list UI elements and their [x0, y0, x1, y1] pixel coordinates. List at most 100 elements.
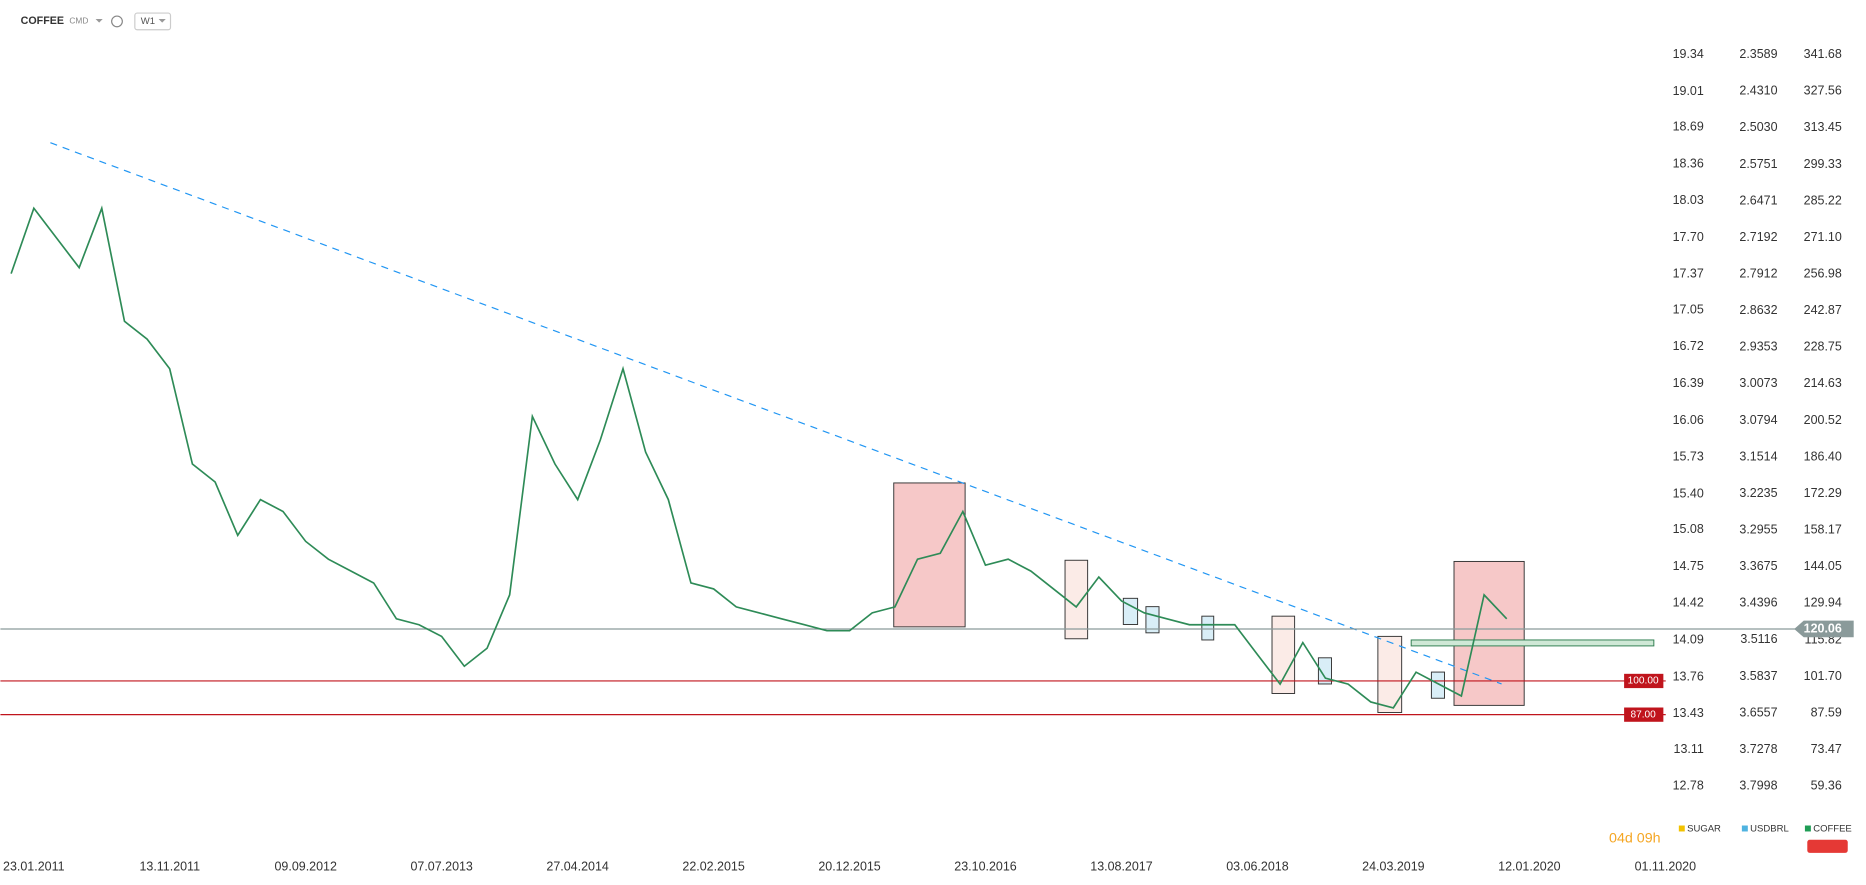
y-tick-label: 17.37 [1673, 267, 1704, 281]
y-tick-label: 3.5837 [1739, 669, 1777, 683]
y-tick-label: 15.73 [1673, 450, 1704, 464]
price-tag [1624, 707, 1664, 722]
y-tick-label: 101.70 [1804, 669, 1842, 683]
y-tick-label: 214.63 [1804, 376, 1842, 390]
y-tick-label: 59.36 [1811, 779, 1842, 793]
y-tick-label: 15.08 [1673, 522, 1704, 536]
y-tick-label: 172.29 [1804, 486, 1842, 500]
y-tick-label: 12.78 [1673, 779, 1704, 793]
y-tick-label: 3.2955 [1739, 523, 1777, 537]
y-tick-label: 87.59 [1811, 705, 1842, 719]
price-tag-label: 120.06 [1804, 621, 1842, 635]
y-tick-label: 14.42 [1673, 596, 1704, 610]
y-tick-label: 313.45 [1804, 120, 1842, 134]
y-tick-label: 327.56 [1804, 84, 1842, 98]
y-tick-label: 3.0073 [1739, 376, 1777, 390]
y-tick-label: 271.10 [1804, 230, 1842, 244]
legend-label: COFFEE [1813, 824, 1852, 835]
legend-toggle[interactable] [1807, 839, 1848, 853]
y-tick-label: 14.75 [1673, 559, 1704, 573]
y-tick-label: 15.40 [1673, 486, 1704, 500]
legend-label: SUGAR [1687, 824, 1721, 835]
y-tick-label: 16.39 [1673, 376, 1704, 390]
price-tag [1794, 620, 1854, 638]
y-tick-label: 19.01 [1673, 84, 1704, 98]
price-tag [1624, 673, 1664, 689]
drawings [50, 142, 1655, 713]
y-tick-label: 3.2235 [1739, 486, 1777, 500]
y-tick-label: 2.5751 [1739, 157, 1777, 171]
x-tick-label: 01.11.2020 [1635, 859, 1697, 873]
dropdown-icon[interactable] [95, 19, 103, 23]
y-tick-label: 3.3675 [1739, 559, 1777, 573]
legend-toggle[interactable] [1681, 839, 1722, 853]
interval-button[interactable] [134, 12, 172, 31]
y-tick-label: 186.40 [1804, 449, 1842, 463]
highlight-box [1201, 615, 1215, 641]
y-tick-label: 3.4396 [1739, 596, 1777, 610]
highlight-box [1122, 597, 1139, 625]
y-tick-label: 200.52 [1804, 413, 1842, 427]
x-tick-label: 03.06.2018 [1226, 859, 1288, 873]
y-tick-label: 3.6557 [1739, 705, 1777, 719]
y-tick-label: 242.87 [1804, 303, 1842, 317]
price-line-series [10, 205, 1508, 709]
y-tick-label: 2.9353 [1739, 340, 1777, 354]
y-tick-label: 3.5116 [1740, 632, 1777, 646]
dropdown-icon [158, 19, 166, 23]
x-tick-label: 20.12.2015 [818, 859, 880, 873]
x-tick-label: 23.01.2011 [3, 859, 65, 873]
highlight-box [1410, 639, 1655, 647]
y-tick-label: 14.09 [1673, 632, 1704, 646]
x-tick-label: 23.10.2016 [954, 859, 1016, 873]
y-tick-label: 3.7998 [1739, 779, 1777, 793]
y-tick-label: 2.7192 [1739, 230, 1777, 244]
highlight-box [1064, 559, 1089, 640]
y-tick-label: 18.69 [1673, 120, 1704, 134]
highlight-box [1377, 635, 1403, 713]
x-tick-label: 22.02.2015 [682, 859, 744, 873]
y-tick-label: 129.94 [1804, 596, 1842, 610]
y-tick-label: 17.70 [1673, 230, 1704, 244]
symbol[interactable]: COFFEE [21, 15, 64, 27]
x-tick-label: 13.08.2017 [1090, 859, 1152, 873]
price-tag-label: 87.00 [1630, 709, 1656, 720]
countdown: 04d 09h [1609, 830, 1661, 846]
y-tick-label: 73.47 [1811, 742, 1842, 756]
legend-swatch [1741, 825, 1748, 832]
exchange: CMD [69, 16, 88, 26]
y-tick-label: 2.4310 [1739, 84, 1777, 98]
y-tick-label: 3.7278 [1739, 742, 1777, 756]
y-tick-label: 3.0794 [1739, 413, 1777, 427]
legend-label: USDBRL [1750, 824, 1789, 835]
legend-toggle[interactable] [1744, 839, 1785, 853]
y-tick-label: 18.36 [1673, 156, 1704, 170]
legend-swatch [1678, 825, 1685, 832]
highlight-box [1271, 615, 1296, 694]
y-tick-label: 228.75 [1804, 340, 1842, 354]
y-tick-label: 285.22 [1804, 193, 1842, 207]
legend: 04d 09h [1609, 830, 1661, 846]
legend-swatch [1804, 825, 1811, 832]
trend-line [50, 142, 1502, 685]
y-tick-label: 19.34 [1673, 47, 1704, 61]
highlight-box [893, 482, 966, 628]
x-tick-label: 12.01.2020 [1498, 859, 1560, 873]
price-tag-label: 100.00 [1628, 676, 1659, 687]
y-tick-label: 299.33 [1804, 157, 1842, 171]
y-tick-label: 13.43 [1673, 706, 1704, 720]
x-tick-label: 24.03.2019 [1362, 859, 1424, 873]
y-tick-label: 2.3589 [1739, 47, 1777, 61]
highlight-box [1145, 606, 1160, 634]
y-tick-label: 3.1514 [1739, 449, 1777, 463]
info-icon[interactable] [111, 15, 123, 28]
y-tick-label: 341.68 [1804, 47, 1842, 61]
highlight-box [1430, 671, 1445, 699]
y-tick-label: 158.17 [1804, 523, 1842, 537]
interval: W1 [141, 16, 155, 27]
y-tick-label: 2.7912 [1739, 266, 1777, 280]
y-tick-label: 16.06 [1673, 413, 1704, 427]
y-tick-label: 17.05 [1673, 302, 1704, 316]
y-tick-label: 18.03 [1673, 193, 1704, 207]
